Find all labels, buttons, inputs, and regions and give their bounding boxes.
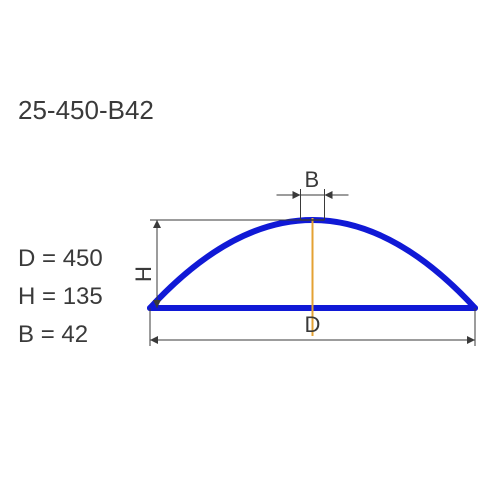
technical-drawing [0,0,500,500]
dim-d-label: D [305,312,321,338]
dim-b-label: B [305,167,320,193]
diagram-container: 25-450-B42 D = 450 H = 135 B = 42 B H D [0,0,500,500]
dim-h-label: H [131,266,157,282]
